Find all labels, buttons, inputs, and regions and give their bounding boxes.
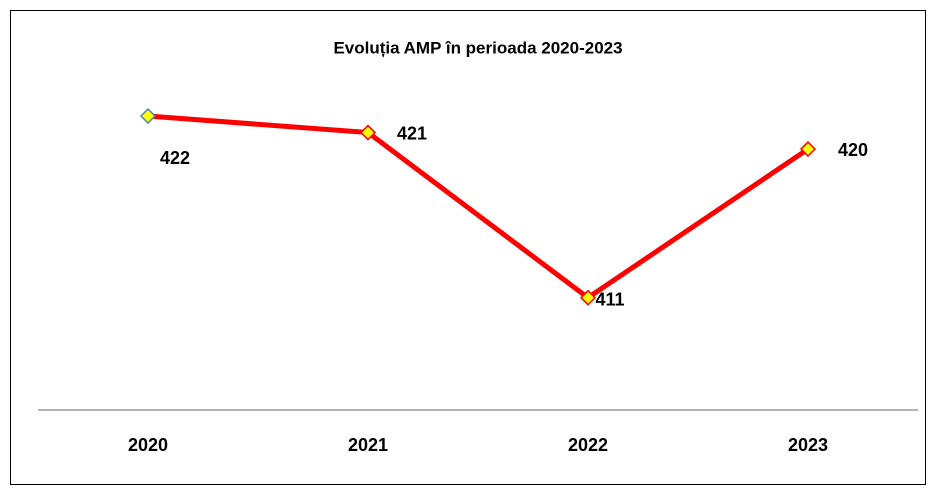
- series-line: [147, 113, 810, 301]
- x-tick-label: 2023: [788, 435, 828, 455]
- data-marker: [359, 124, 377, 141]
- x-tick-label: 2020: [128, 435, 168, 455]
- x-tick-label: 2021: [348, 435, 388, 455]
- data-marker: [579, 289, 597, 306]
- data-label: 411: [595, 289, 624, 309]
- x-tick-label: 2022: [568, 435, 608, 455]
- data-marker: [139, 107, 157, 125]
- data-label: 421: [397, 123, 427, 143]
- data-label: 420: [838, 140, 868, 160]
- data-label: 422: [160, 148, 190, 168]
- chart-title: Evoluția AMP în perioada 2020-2023: [333, 38, 622, 57]
- chart-border: [10, 10, 926, 485]
- data-marker: [799, 141, 817, 158]
